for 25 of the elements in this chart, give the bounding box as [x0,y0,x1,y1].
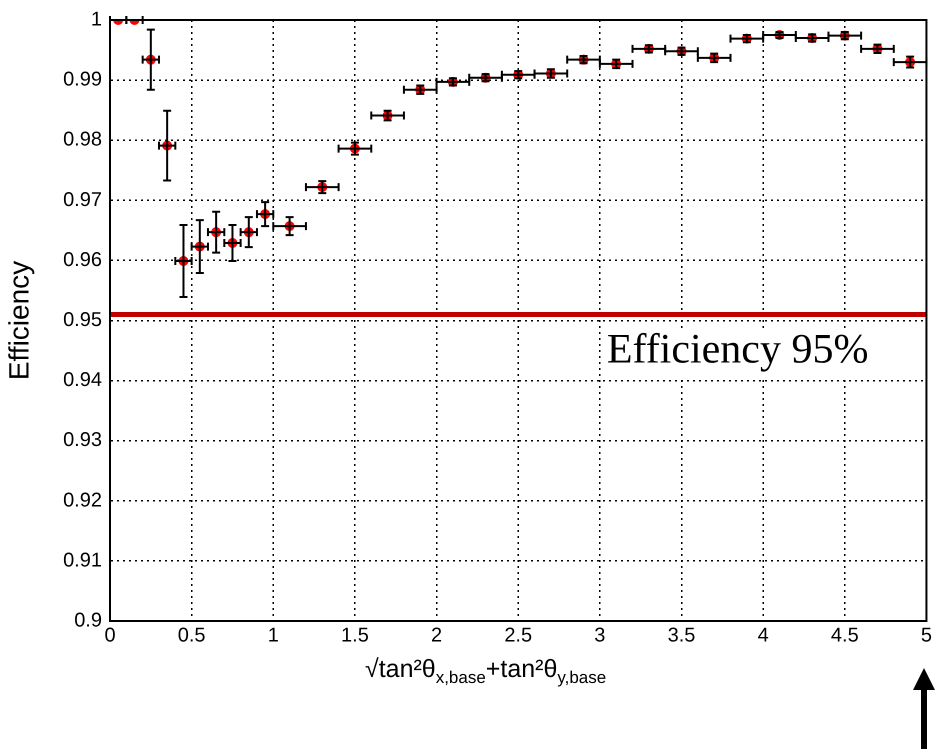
y-tick-label: 0.93 [63,429,102,452]
y-tick-label: 0.97 [63,188,102,211]
x-tick-label: 1.5 [341,624,369,647]
y-tick-label: 0.98 [63,128,102,151]
x-tick-label: 5 [920,624,932,647]
y-tick-label: 0.92 [63,489,102,512]
x-tick-label: 2 [431,624,442,647]
y-tick-label: 0.99 [63,68,102,91]
ref-line-label: Efficiency 95% [606,326,868,373]
x-tick-label: 4.5 [830,624,859,647]
y-tick-label: 0.94 [63,369,102,392]
y-tick-label: 0.96 [63,248,102,271]
y-tick-label: 0.9 [74,610,102,632]
x-tick-label: 2.5 [504,624,532,647]
x-tick-label: 4 [758,624,769,647]
y-tick-label: 0.91 [63,549,102,572]
x-tick-label: 3 [594,624,606,647]
y-tick-label: 1 [90,8,102,31]
x-tick-label: 0.5 [178,624,206,647]
y-tick-label: 0.95 [63,309,102,332]
x-tick-label: 0 [104,624,116,647]
x-tick-label: 3.5 [668,624,696,647]
y-axis-title: Efficiency [4,260,35,380]
x-tick-label: 1 [268,624,279,647]
x-axis-title: √tan²θ$_{x,base}$+tan²θ$_{y,base}$ [365,655,606,688]
